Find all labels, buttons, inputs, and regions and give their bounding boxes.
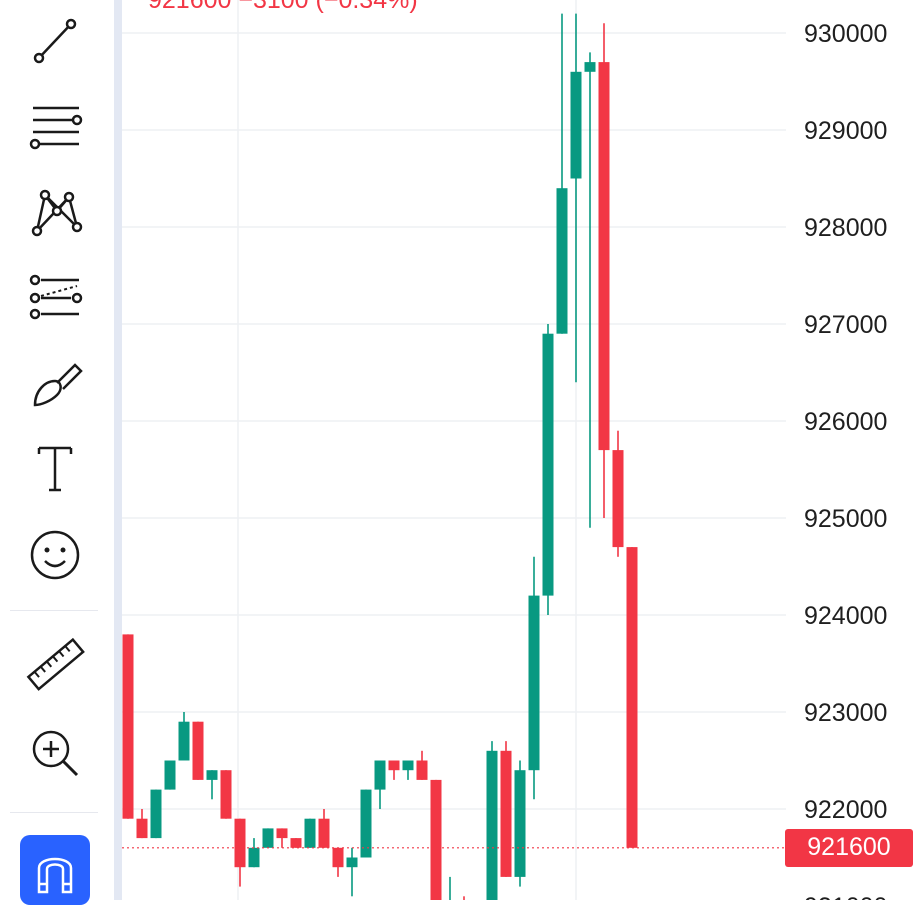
prediction-icon — [29, 274, 83, 320]
candle-up — [150, 789, 162, 839]
price-tick-label: 927000 — [804, 311, 887, 339]
ruler-icon — [26, 637, 85, 691]
fib-retracement-tool[interactable] — [15, 93, 95, 163]
candle-down — [430, 779, 442, 900]
candle-down — [626, 547, 638, 848]
price-tick-label: 925000 — [804, 505, 887, 533]
candle-down — [500, 750, 512, 877]
candle-up — [346, 857, 358, 868]
candle-down — [416, 760, 428, 780]
candle-up — [178, 721, 190, 761]
candle-down — [290, 838, 302, 848]
candle-up — [374, 760, 386, 790]
emoji-icon — [30, 530, 80, 580]
candle-down — [598, 62, 610, 451]
candle-up — [570, 71, 582, 179]
fib-retracement-icon — [29, 106, 83, 150]
magnet-tool[interactable] — [20, 835, 90, 905]
candle-up — [514, 770, 526, 877]
candle-down — [122, 634, 134, 819]
pattern-icon — [31, 189, 83, 237]
candle-up — [304, 818, 316, 848]
candle-up — [556, 188, 568, 334]
magnet-icon — [37, 857, 73, 894]
price-tick-label: 924000 — [804, 602, 887, 630]
ohlc-legend: 921600 −3100 (−0.34%) — [148, 0, 418, 14]
candle-down — [318, 818, 330, 848]
price-axis[interactable]: 930000 929000 928000 927000 926000 925000 9240… — [804, 20, 887, 900]
candle-up — [164, 760, 176, 790]
candle-down — [332, 847, 344, 868]
trend-line-tool[interactable] — [15, 7, 95, 77]
candle-down — [388, 760, 400, 771]
candle-up — [360, 789, 372, 858]
ruler-tool[interactable] — [15, 630, 95, 700]
brush-icon — [33, 363, 83, 407]
price-tick-label: 923000 — [804, 699, 887, 727]
pattern-tool[interactable] — [15, 178, 95, 248]
price-tick-label: 929000 — [804, 117, 887, 145]
candle-series — [122, 13, 786, 900]
prediction-tool[interactable] — [15, 263, 95, 333]
toolbar-divider — [10, 812, 98, 813]
price-tick-label: 921000 — [804, 893, 887, 900]
candle-up — [486, 750, 498, 900]
candle-down — [136, 818, 148, 839]
candle-up — [528, 595, 540, 771]
candle-down — [276, 828, 288, 839]
candle-down — [220, 770, 232, 819]
candle-up — [248, 847, 260, 868]
candlestick-chart[interactable]: 930000 929000 928000 927000 926000 925000 9240… — [114, 0, 922, 900]
candle-down — [234, 818, 246, 868]
candle-down — [612, 450, 624, 548]
text-icon — [37, 446, 73, 492]
price-tick-label: 922000 — [804, 796, 887, 824]
text-tool[interactable] — [15, 433, 95, 503]
zoom-in-icon — [32, 730, 79, 777]
price-tick-label: 928000 — [804, 214, 887, 242]
current-price-label: 921600 — [785, 828, 913, 867]
candle-down — [192, 721, 204, 780]
chart-area[interactable]: 930000 929000 928000 927000 926000 925000 9240… — [114, 0, 922, 900]
pane-edge — [114, 0, 122, 900]
chart-grid — [122, 0, 786, 900]
candle-up — [542, 333, 554, 596]
zoom-in-tool[interactable] — [15, 716, 95, 786]
price-tick-label: 930000 — [804, 20, 887, 48]
emoji-tool[interactable] — [15, 518, 95, 588]
candle-up — [584, 62, 596, 72]
candle-up — [206, 770, 218, 780]
toolbar-divider — [10, 610, 98, 611]
candle-up — [262, 828, 274, 848]
drawing-toolbar — [0, 0, 110, 905]
price-tick-label: 926000 — [804, 408, 887, 436]
trend-line-icon — [33, 18, 77, 64]
brush-tool[interactable] — [15, 348, 95, 418]
candle-up — [402, 760, 414, 771]
